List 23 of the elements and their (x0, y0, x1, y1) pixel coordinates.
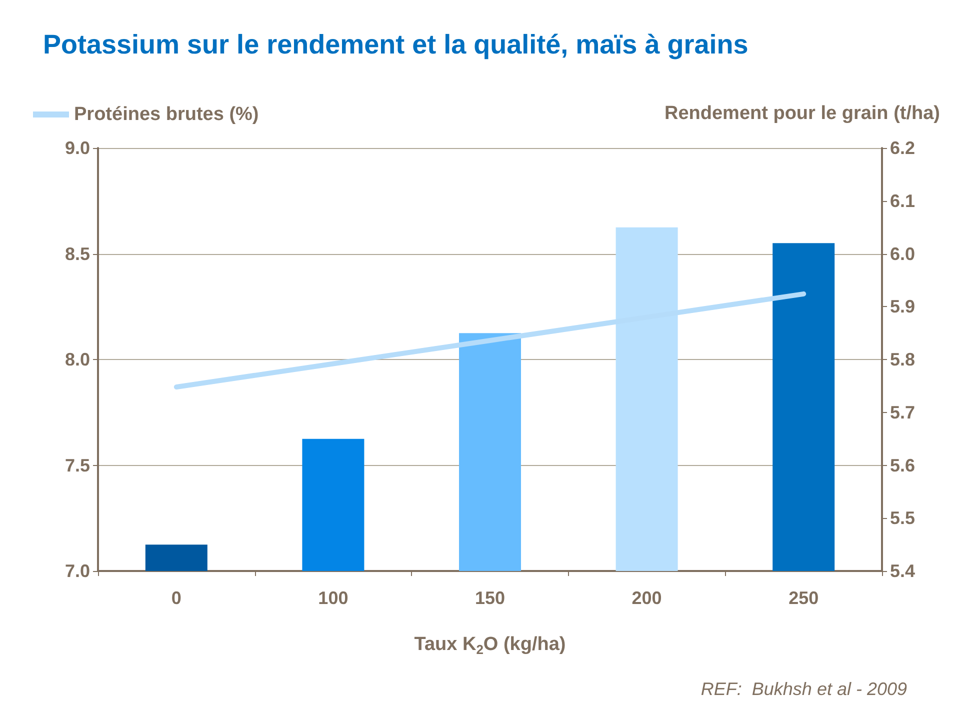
y-tick-label: 7.5 (64, 455, 90, 476)
y-tick-label: 8.0 (64, 350, 90, 370)
y2-tick-label: 5.8 (890, 350, 916, 370)
y2-tick-label: 6.0 (890, 244, 916, 264)
y-tick-label: 9.0 (64, 138, 90, 158)
y2-tick-label: 5.5 (890, 508, 916, 528)
y-tick-label: 8.5 (64, 244, 90, 264)
y2-tick-label: 5.4 (890, 561, 916, 581)
x-tick-label: 200 (632, 588, 662, 608)
y2-tick-label: 5.7 (890, 402, 916, 422)
y2-tick-label: 5.9 (890, 296, 916, 317)
y2-tick-label: 5.6 (890, 455, 916, 476)
y2-axis-title: Rendement pour le grain (t/ha) (664, 103, 940, 124)
y-tick-label: 7.0 (64, 561, 90, 581)
x-tick-label: 250 (788, 588, 819, 608)
legend-label: Protéines brutes (%) (74, 104, 259, 125)
x-tick-label: 100 (318, 588, 348, 608)
chart-title: Potassium sur le rendement et la qualité, maïs à grains (43, 30, 748, 60)
x-tick-label: 150 (474, 588, 506, 608)
y2-tick-label: 6.2 (890, 138, 916, 158)
y2-tick-label: 6.1 (890, 190, 916, 211)
x-tick-label: 0 (171, 588, 182, 608)
text: REF: Bukhsh et al - 2009 (700, 679, 908, 699)
